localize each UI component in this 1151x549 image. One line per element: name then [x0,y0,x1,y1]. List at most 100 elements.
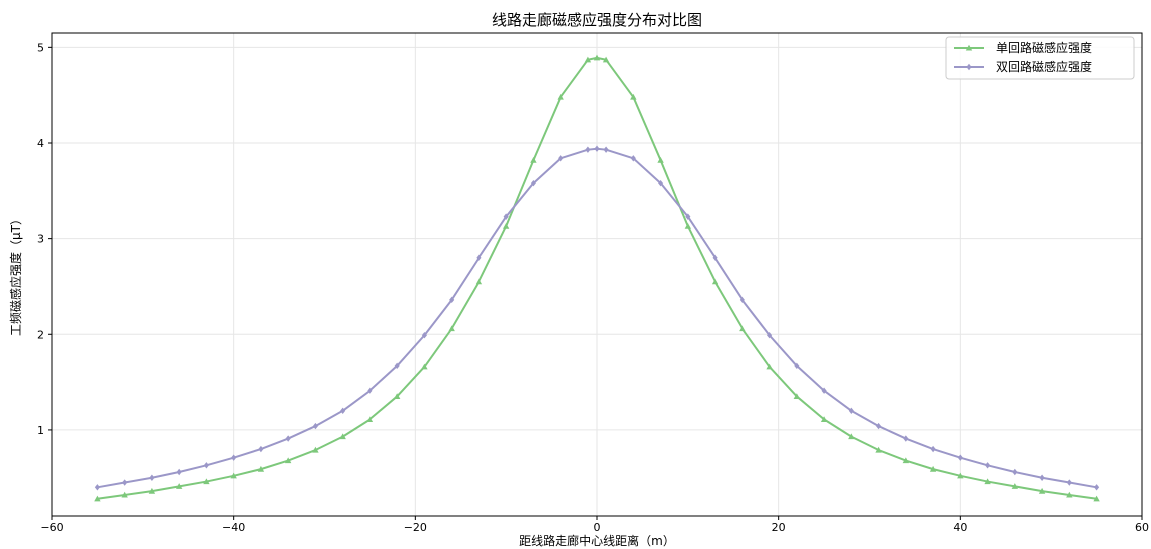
y-tick-label: 1 [37,424,44,437]
series-2-point [1066,479,1072,486]
series-1-point [684,223,692,229]
series-2-point [985,462,991,469]
series-2-point [1012,468,1018,476]
series-1-point [230,472,237,479]
legend-swatch-marker [965,44,973,51]
series-1-point [475,278,483,285]
series-2-point [394,362,400,370]
series-1-point [94,495,101,502]
series-1-point [203,478,210,485]
x-tick-label: 20 [772,521,786,534]
y-tick-label: 4 [37,137,44,150]
series-1-point [502,223,510,229]
series-2-point [558,155,564,162]
series-2-point [449,296,455,304]
series-2-point [794,362,800,370]
legend-label: 单回路磁感应强度 [996,40,1092,55]
series-1-point [1093,495,1100,502]
series-1-point [257,465,265,472]
series-2-point [767,332,773,339]
legend-swatch-marker [966,63,972,71]
series-1-point [630,93,637,100]
series-1-point [848,433,855,440]
y-tick-label: 5 [37,41,44,54]
ticks-layer: −60 −40 −20 0 20 40 60 1 2 3 4 5 [37,41,1149,534]
series-1-point [593,54,601,61]
series-1-point [393,393,401,400]
series-1-point [602,56,610,63]
series-2-point [203,462,209,469]
series-1-point [584,56,592,63]
x-tick-label: −60 [40,521,63,534]
chart-title: 线路走廊磁感应强度分布对比图 [492,11,702,29]
y-axis-label: 工频磁感应强度（μT） [8,213,23,336]
series-1-point [339,433,346,440]
series-1-point [902,457,910,464]
series-1-point [557,93,564,100]
series-2-point [957,454,963,461]
series-2-point [258,445,264,453]
series-1-point [766,363,773,370]
series-1-point [657,157,664,163]
series-2-point [630,155,636,162]
series-1-point [530,157,537,163]
series-2-point [285,435,291,442]
x-tick-label: −20 [404,521,427,534]
series-1-point [929,465,937,472]
series-2-point [367,387,373,394]
series-1-point [1066,491,1073,498]
series-2-point [739,296,745,304]
series-2-point [476,254,482,261]
series-1-point [448,325,455,332]
series-2-point [603,146,609,153]
series-2-point [903,435,909,442]
series-2 [94,145,1100,491]
series-2-point [149,474,155,481]
series-2-point [876,422,882,430]
series-1-point [711,278,719,285]
series-2-point [1094,484,1100,491]
series-1-point [148,487,156,494]
series-2-point [848,407,854,414]
series-1-point [875,446,882,453]
series-1-point [984,478,991,485]
series-2-point [1039,474,1045,481]
legend-label: 双回路磁感应强度 [996,59,1092,74]
series-2-point [421,332,427,339]
series-2-point [503,213,509,220]
series-1-point [366,416,374,422]
series-1-point [121,491,128,498]
series-2-point [712,254,718,261]
legend-box [945,36,1135,80]
x-axis-label: 距线路走廊中心线距离（m） [519,533,675,548]
series-1-point [793,393,801,400]
x-tick-label: 0 [594,521,601,534]
series-1-point [820,416,828,422]
series-2-point [122,479,128,486]
series-2-point [930,445,936,453]
series-2-point [685,213,691,220]
series-2-point [94,484,100,491]
series-2-point [821,387,827,394]
series-1 [94,54,1100,502]
series-1-point [1011,483,1019,489]
y-tick-label: 2 [37,328,44,341]
y-tick-label: 3 [37,233,44,246]
series-2-point [312,422,318,430]
series-2-point [176,468,182,476]
series-1-point [421,363,428,370]
series-2-point [231,454,237,461]
series-2-point [340,407,346,414]
series-2-point [530,179,536,187]
series-2-point [585,146,591,153]
series-1-point [284,457,292,464]
x-tick-label: 40 [953,521,967,534]
series-1-point [739,325,746,332]
series-1-point [312,446,319,453]
grid-layer [51,33,1143,516]
series-layer [94,54,1100,502]
x-tick-label: 60 [1135,521,1149,534]
